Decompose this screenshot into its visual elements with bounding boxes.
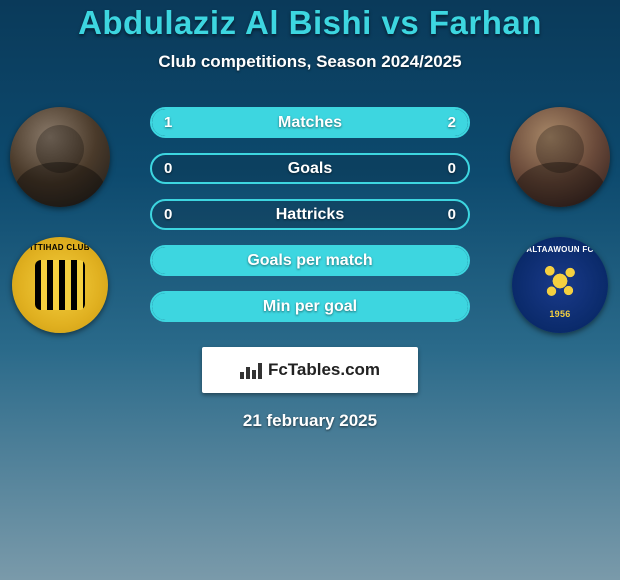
player2-avatar [510, 107, 610, 207]
comparison-row: ITTIHAD CLUB 1 2 Matches 0 0 Goals 0 0 Hattricks… [0, 107, 620, 333]
club2-logo: ALTAAWOUN FC 1956 [512, 237, 608, 333]
player2-column: ALTAAWOUN FC 1956 [510, 107, 610, 333]
player1-column: ITTIHAD CLUB [10, 107, 110, 333]
content-wrapper: Abdulaziz Al Bishi vs Farhan Club compet… [0, 0, 620, 580]
stat-label: Min per goal [263, 298, 357, 316]
stat-bar: Goals per match [150, 245, 470, 276]
stat-value-right: 2 [448, 114, 456, 131]
stat-value-right: 0 [448, 160, 456, 177]
bar-chart-icon [240, 361, 262, 379]
stat-value-left: 1 [164, 114, 172, 131]
club1-label: ITTIHAD CLUB [12, 243, 108, 252]
stat-bar: Min per goal [150, 291, 470, 322]
club2-label: ALTAAWOUN FC [512, 245, 608, 254]
stat-value-left: 0 [164, 160, 172, 177]
stat-label: Goals per match [247, 252, 372, 270]
stat-label: Hattricks [276, 206, 344, 224]
page-title: Abdulaziz Al Bishi vs Farhan [78, 4, 542, 42]
club2-year: 1956 [512, 309, 608, 319]
player1-avatar [10, 107, 110, 207]
stat-bar: 1 2 Matches [150, 107, 470, 138]
stat-bar: 0 0 Goals [150, 153, 470, 184]
stat-label: Goals [288, 160, 332, 178]
date-text: 21 february 2025 [243, 411, 377, 431]
stat-bar: 0 0 Hattricks [150, 199, 470, 230]
stat-label: Matches [278, 114, 342, 132]
club1-logo: ITTIHAD CLUB [12, 237, 108, 333]
brand-badge: FcTables.com [202, 347, 418, 393]
stat-value-left: 0 [164, 206, 172, 223]
stat-value-right: 0 [448, 206, 456, 223]
subtitle: Club competitions, Season 2024/2025 [158, 52, 461, 72]
brand-text: FcTables.com [268, 360, 380, 380]
stats-column: 1 2 Matches 0 0 Goals 0 0 Hattricks Goals per mat… [130, 107, 490, 322]
